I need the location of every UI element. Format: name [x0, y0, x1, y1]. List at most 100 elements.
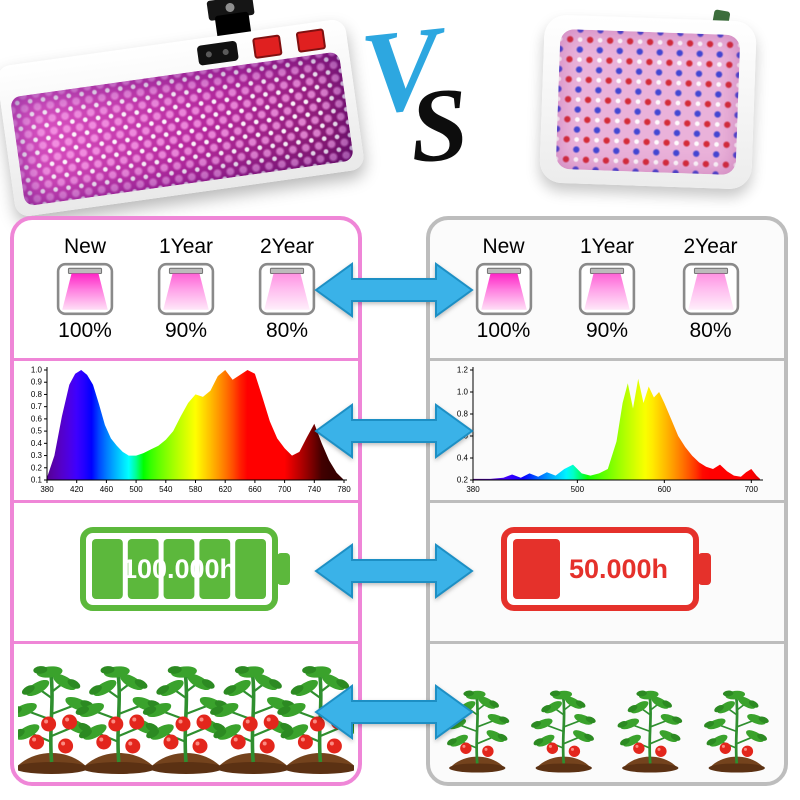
- svg-text:0.9: 0.9: [31, 378, 43, 387]
- decay-item: 1Year 90%: [156, 235, 216, 343]
- decay-item: 1Year 90%: [577, 235, 637, 343]
- tomato-plant: [75, 666, 161, 774]
- svg-text:780: 780: [337, 485, 351, 494]
- tomato-plant: [18, 666, 94, 774]
- lamp-right-housing: [539, 14, 757, 190]
- svg-text:1.0: 1.0: [31, 366, 43, 375]
- svg-text:600: 600: [658, 485, 672, 494]
- lifespan-row-right: 50.000h: [430, 499, 784, 641]
- plants-row-right: [430, 640, 784, 782]
- lamp-beam-icon: [56, 263, 114, 316]
- decay-age-label: 2Year: [259, 235, 315, 259]
- battery-right: 50.000h: [500, 525, 714, 618]
- decay-percent: 90%: [164, 319, 208, 343]
- decay-age-label: New: [482, 235, 525, 259]
- lamp-beam-icon: [578, 263, 636, 316]
- svg-text:380: 380: [466, 485, 480, 494]
- svg-text:0.7: 0.7: [31, 403, 43, 412]
- lamp-beam-icon: [682, 263, 739, 316]
- decay-percent: 100%: [58, 319, 112, 343]
- decay-grid-right: New 100% 1Year 90% 2Year 80%: [430, 235, 784, 343]
- lamp-beam-icon: [258, 263, 316, 316]
- plants-illustration-left: [18, 666, 354, 774]
- svg-text:420: 420: [70, 485, 84, 494]
- decay-item: New 100%: [55, 235, 115, 343]
- lamp-left-body-group: [0, 0, 366, 223]
- lifespan-label: 100.000h: [122, 554, 236, 584]
- svg-text:660: 660: [248, 485, 262, 494]
- lamp-beam-icon: [475, 263, 532, 316]
- lifespan-row-left: 100.000h: [14, 499, 358, 641]
- lamp-right-body-group: [539, 9, 757, 190]
- svg-text:500: 500: [571, 485, 585, 494]
- tomato-plant: [210, 666, 296, 774]
- decay-percent: 80%: [265, 319, 309, 343]
- svg-text:700: 700: [278, 485, 292, 494]
- decay-percent: 80%: [689, 319, 732, 343]
- compare-arrow: [314, 680, 474, 744]
- product-photo-right: [490, 0, 800, 210]
- decay-item: 2Year 80%: [681, 235, 741, 343]
- vs-graphic: V S: [355, 1, 498, 202]
- tomato-plant: [617, 690, 683, 773]
- svg-text:0.8: 0.8: [457, 410, 469, 419]
- tomato-plant: [530, 690, 596, 773]
- panel-left: New 100% 1Year 90% 2Year 80% 0.1 0.2 0.3 0.4 0.5 0…: [10, 216, 362, 786]
- lamp-beam-icon: [157, 263, 215, 316]
- svg-text:0.2: 0.2: [31, 464, 43, 473]
- svg-text:0.4: 0.4: [457, 454, 469, 463]
- tomato-plant: [444, 690, 510, 773]
- battery-icon: 50.000h: [501, 527, 711, 612]
- plants-illustration-right: [444, 690, 769, 773]
- lifespan-label: 50.000h: [569, 554, 668, 584]
- battery-icon: 100.000h: [80, 527, 290, 612]
- power-switch-icon: [295, 27, 327, 53]
- decay-grid-left: New 100% 1Year 90% 2Year 80%: [14, 235, 358, 343]
- hero-section: V S: [0, 0, 800, 218]
- decay-row-left: New 100% 1Year 90% 2Year 80%: [14, 220, 358, 358]
- spectrum-chart-left: 0.1 0.2 0.3 0.4 0.5 0.6 0.7 0.8 0.9 1.0 380 420 460 5…: [31, 366, 351, 495]
- tomato-plant: [703, 690, 769, 773]
- lamp-left-housing: [0, 18, 366, 218]
- compare-arrow: [314, 539, 474, 603]
- svg-text:0.4: 0.4: [31, 439, 43, 448]
- decay-age-label: 1Year: [579, 235, 635, 259]
- compare-arrow: [314, 399, 474, 463]
- svg-text:0.8: 0.8: [31, 390, 43, 399]
- decay-age-label: New: [63, 235, 106, 259]
- comparison-section: New 100% 1Year 90% 2Year 80% 0.1 0.2 0.3 0.4 0.5 0…: [0, 210, 800, 800]
- decay-row-right: New 100% 1Year 90% 2Year 80%: [430, 220, 784, 358]
- svg-text:740: 740: [308, 485, 322, 494]
- compare-arrow: [314, 258, 474, 322]
- svg-text:1.2: 1.2: [457, 366, 469, 375]
- svg-text:0.3: 0.3: [31, 451, 43, 460]
- plants-row-left: [14, 640, 358, 782]
- battery-left: 100.000h: [79, 525, 293, 618]
- decay-age-label: 2Year: [683, 235, 738, 259]
- spectrum-row-left: 0.1 0.2 0.3 0.4 0.5 0.6 0.7 0.8 0.9 1.0 380 420 460 5…: [14, 358, 358, 499]
- vs-letter-s: S: [406, 66, 472, 185]
- svg-text:0.5: 0.5: [31, 427, 43, 436]
- svg-text:540: 540: [159, 485, 173, 494]
- decay-item: 2Year 80%: [257, 235, 317, 343]
- tomato-plant: [142, 666, 229, 774]
- svg-text:0.2: 0.2: [457, 476, 469, 485]
- svg-text:460: 460: [100, 485, 114, 494]
- svg-text:620: 620: [219, 485, 233, 494]
- svg-text:580: 580: [189, 485, 203, 494]
- power-switch-icon: [251, 33, 283, 59]
- product-photo-left: [0, 0, 375, 218]
- power-socket-icon: [196, 40, 239, 66]
- decay-percent: 90%: [585, 319, 629, 343]
- svg-text:380: 380: [40, 485, 54, 494]
- decay-age-label: 1Year: [158, 235, 214, 259]
- svg-text:1.0: 1.0: [457, 388, 469, 397]
- decay-item: New 100%: [474, 235, 534, 343]
- svg-text:700: 700: [745, 485, 759, 494]
- svg-text:500: 500: [129, 485, 143, 494]
- svg-text:0.6: 0.6: [31, 415, 43, 424]
